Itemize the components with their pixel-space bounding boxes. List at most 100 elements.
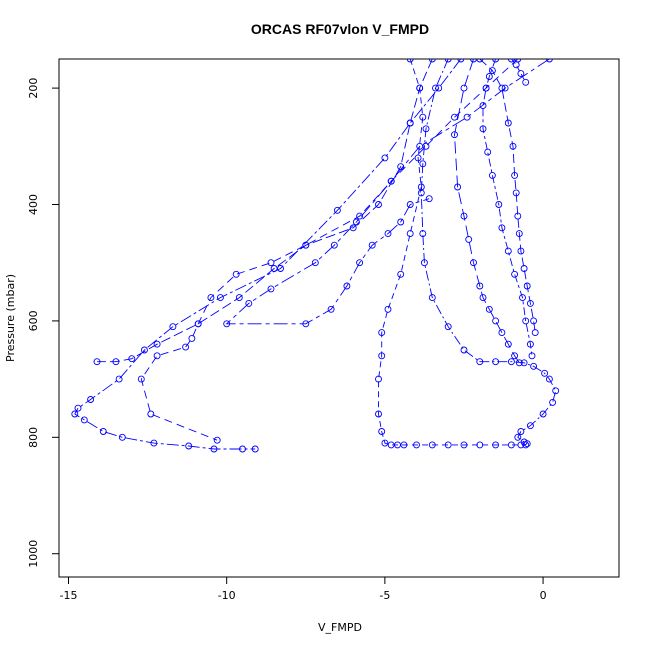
- x-tick-label: 0: [540, 589, 547, 602]
- data-point: [470, 259, 477, 267]
- data-point: [523, 282, 531, 290]
- data-point: [406, 119, 414, 127]
- data-point: [71, 410, 79, 418]
- data-point: [470, 59, 477, 63]
- data-point: [526, 340, 534, 348]
- data-point: [153, 340, 161, 348]
- x-axis: -15 -10 -5 0: [60, 576, 547, 602]
- data-point: [522, 317, 530, 325]
- data-point: [492, 59, 500, 63]
- x-axis-label: V_FMPD: [318, 621, 362, 634]
- y-tick-label: 1000: [27, 540, 40, 568]
- data-point: [302, 241, 310, 249]
- data-point: [522, 78, 530, 86]
- data-point: [74, 404, 82, 412]
- data-point: [406, 201, 414, 208]
- data-point: [223, 320, 231, 328]
- data-point: [368, 241, 376, 249]
- data-point: [511, 352, 519, 360]
- data-point: [397, 270, 405, 278]
- data-point: [169, 323, 177, 331]
- data-point: [488, 171, 496, 179]
- data-point: [425, 195, 433, 203]
- data-point: [498, 84, 506, 92]
- series-line: [482, 59, 533, 356]
- data-point: [514, 433, 522, 441]
- data-point: [267, 259, 275, 267]
- data-point: [185, 442, 193, 450]
- data-point: [352, 218, 360, 226]
- data-point: [381, 154, 389, 162]
- data-point: [451, 113, 458, 121]
- series-line: [225, 59, 550, 325]
- data-point: [523, 440, 531, 448]
- data-point: [327, 305, 335, 313]
- data-point: [528, 352, 536, 360]
- data-point: [531, 329, 539, 337]
- data-point: [460, 84, 468, 92]
- data-point: [343, 282, 351, 290]
- series-9: [476, 59, 539, 337]
- data-point: [400, 441, 408, 449]
- series-5: [375, 59, 530, 449]
- data-point: [457, 59, 465, 63]
- data-point: [87, 396, 95, 403]
- data-point: [451, 131, 458, 139]
- series-line: [454, 59, 520, 364]
- data-point: [419, 160, 427, 168]
- chart-title: ORCAS RF07vlon V_FMPD: [251, 21, 429, 37]
- data-point: [444, 323, 452, 331]
- data-point: [417, 189, 425, 197]
- data-point: [384, 305, 392, 313]
- data-point: [492, 358, 500, 366]
- data-point: [545, 59, 553, 63]
- data-point: [504, 247, 512, 255]
- series-line: [511, 59, 527, 83]
- data-point: [495, 201, 503, 208]
- data-point: [479, 102, 487, 110]
- data-point: [112, 358, 120, 366]
- data-point: [476, 59, 484, 63]
- data-point: [419, 113, 427, 121]
- data-point: [504, 340, 512, 348]
- y-tick-label: 200: [27, 78, 40, 99]
- data-point: [378, 352, 386, 360]
- series-2: [71, 59, 465, 453]
- data-point: [251, 445, 259, 453]
- data-point: [444, 441, 452, 449]
- data-point: [476, 282, 484, 290]
- data-point: [384, 230, 392, 238]
- data-point: [267, 285, 275, 293]
- data-point: [476, 441, 484, 449]
- data-point: [188, 334, 196, 342]
- data-point: [419, 230, 427, 238]
- data-point: [422, 125, 430, 133]
- data-point: [517, 428, 525, 435]
- data-point: [232, 270, 240, 278]
- y-tick-label: 600: [27, 310, 40, 331]
- data-point: [428, 441, 436, 449]
- data-point: [428, 294, 436, 302]
- y-axis: 200 400 600 800 1000: [27, 78, 60, 568]
- data-point: [432, 84, 439, 92]
- series-line: [420, 59, 557, 445]
- data-point: [517, 247, 525, 255]
- data-point: [330, 241, 338, 249]
- data-point: [99, 428, 107, 435]
- data-point: [277, 265, 284, 272]
- data-point: [416, 142, 424, 150]
- data-point: [378, 329, 386, 337]
- y-tick-label: 800: [27, 427, 40, 448]
- data-point: [416, 84, 424, 92]
- data-point: [512, 189, 520, 197]
- x-tick-label: -15: [60, 589, 78, 602]
- data-point: [541, 369, 549, 377]
- series-line: [479, 59, 536, 333]
- data-point: [515, 230, 523, 238]
- data-point: [454, 183, 462, 191]
- data-point: [210, 445, 218, 453]
- data-point: [414, 154, 422, 162]
- series-4: [223, 59, 553, 328]
- data-point: [539, 410, 547, 418]
- data-point: [93, 358, 101, 366]
